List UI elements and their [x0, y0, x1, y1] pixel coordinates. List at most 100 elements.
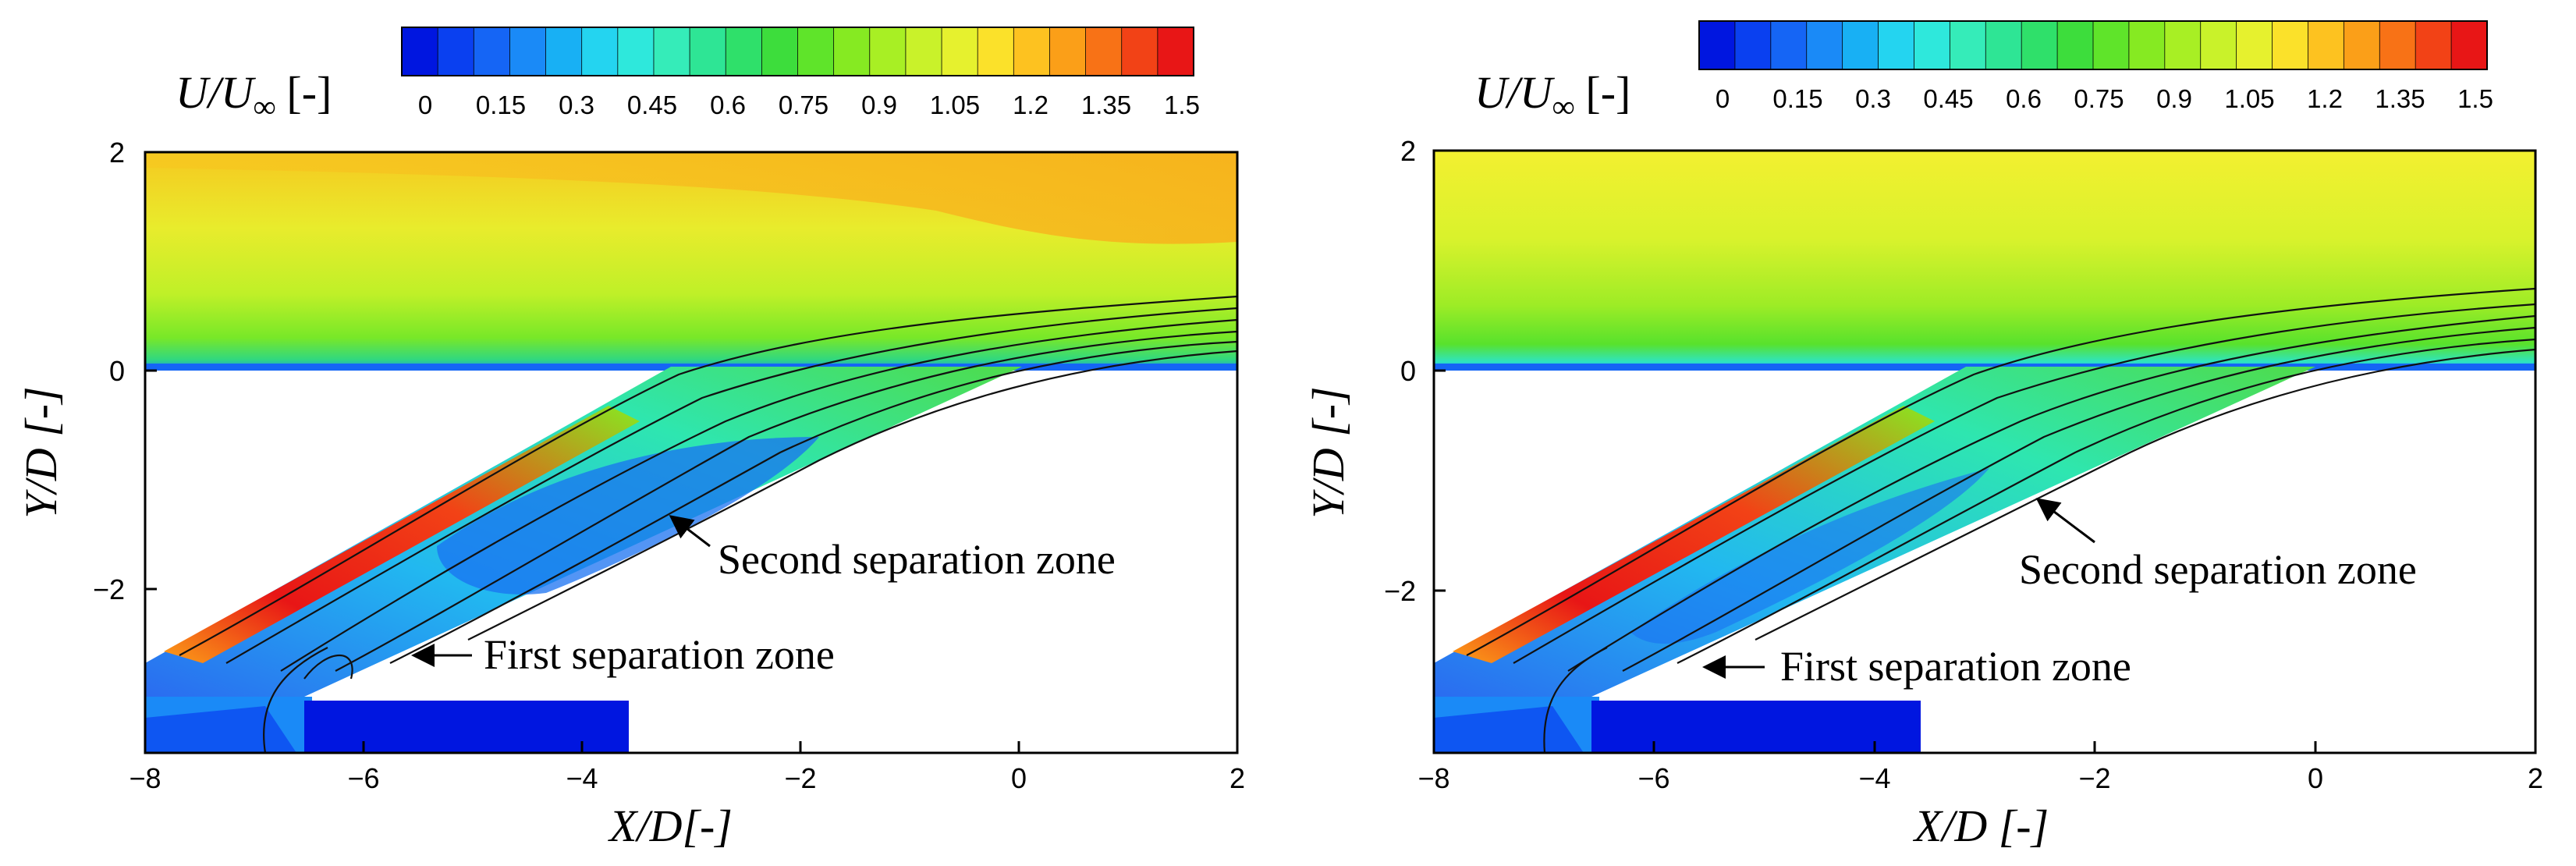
colorbar-title: U/U∞ [-] — [176, 67, 332, 124]
colorbar-swatch — [473, 27, 511, 76]
annotation-first-separation: First separation zone — [1780, 643, 2131, 690]
colorbar-swatch — [1914, 20, 1951, 70]
x-tick-label: −6 — [1637, 762, 1669, 794]
plot-frame — [1432, 149, 2537, 754]
colorbar-swatch — [905, 27, 942, 76]
colorbar-tick-label: 0.6 — [710, 91, 746, 119]
colorbar-tick-label: 0.15 — [476, 91, 526, 119]
colorbar-ticks: 0 0.15 0.3 0.45 0.6 0.75 0.9 1.05 1.2 1.35 1.5 — [418, 91, 1200, 119]
bottom-inlet-dark — [145, 706, 296, 753]
streamline — [303, 654, 353, 680]
low-speed-region — [437, 437, 819, 594]
colorbar-swatch — [2021, 20, 2058, 70]
colorbar-swatch — [1842, 20, 1879, 70]
x-tick-label: −8 — [1418, 762, 1449, 794]
colorbar-swatch — [653, 27, 690, 76]
colorbar-swatch — [1770, 20, 1808, 70]
colorbar-swatch — [977, 27, 1015, 76]
colorbar-swatches — [1698, 20, 2488, 70]
axes-right — [1432, 149, 2537, 754]
colorbar-swatch — [2343, 20, 2381, 70]
streamline — [1755, 348, 2536, 641]
colorbar-swatch — [1949, 20, 1987, 70]
x-tick-label: −4 — [566, 762, 598, 794]
colorbar-swatch — [1121, 27, 1158, 76]
low-speed-region — [1630, 468, 1989, 644]
colorbar-tick-label: 0.3 — [1855, 84, 1891, 113]
colorbar-tick-label: 1.05 — [930, 91, 980, 119]
colorbar-tick-label: 0 — [418, 91, 432, 119]
colorbar-swatch — [2164, 20, 2202, 70]
y-tick-label: 0 — [1400, 355, 1416, 387]
colorbar-tick-label: 1.35 — [2375, 84, 2425, 113]
colorbar-swatch — [437, 27, 475, 76]
annotations-right: First separation zone Second separation … — [1702, 498, 2417, 690]
colorbar-tick-label: 1.05 — [2224, 84, 2274, 113]
x-ticks-left: −8 −6 −4 −2 0 2 — [129, 741, 1245, 794]
streamline — [335, 330, 1238, 672]
streamline — [1622, 326, 2536, 672]
colorbar-swatch — [2272, 20, 2309, 70]
x-tick-label: −6 — [347, 762, 379, 794]
colorbar-swatch — [617, 27, 655, 76]
colorbar-tick-label: 0.75 — [2074, 84, 2124, 113]
colorbar-swatch — [1806, 20, 1843, 70]
streamline — [179, 295, 1238, 656]
freestream-region — [1434, 151, 2535, 371]
colorbar-tick-label: 1.5 — [1164, 91, 1200, 119]
colorbar-frame — [1698, 20, 2488, 70]
x-ticks-right: −8 −6 −4 −2 0 2 — [1418, 741, 2543, 794]
colorbar-swatch — [2092, 20, 2130, 70]
contour-field-right — [1434, 151, 2535, 753]
colorbar-tick-label: 0.3 — [559, 91, 594, 119]
colorbar-swatch — [2450, 20, 2488, 70]
y-tick-label: 2 — [109, 137, 125, 169]
streamline — [467, 350, 1238, 641]
colorbar-swatch — [941, 27, 979, 76]
x-tick-label: −2 — [784, 762, 816, 794]
x-tick-label: 2 — [2528, 762, 2543, 794]
annotation-arrow — [2035, 498, 2095, 544]
freestream-high-speed-band — [145, 152, 1237, 244]
x-tick-label: −8 — [129, 762, 161, 794]
colorbar-swatch — [2128, 20, 2166, 70]
colorbar-tick-label: 1.35 — [1081, 91, 1131, 119]
colorbar-title-main: U/U — [1474, 67, 1556, 118]
colorbar-frame — [401, 27, 1194, 76]
lower-block — [1591, 701, 1921, 753]
colorbar-tick-label: 0.15 — [1772, 84, 1822, 113]
colorbar-swatch — [1013, 27, 1051, 76]
annotation-second-separation: Second separation zone — [718, 536, 1116, 583]
lower-block — [304, 701, 629, 753]
y-tick-label: −2 — [93, 573, 125, 605]
streamline — [225, 307, 1238, 664]
colorbar-swatch — [2379, 20, 2417, 70]
colorbar-swatch — [1157, 27, 1194, 76]
colorbar-swatch — [2200, 20, 2237, 70]
streamline — [1567, 314, 2536, 672]
y-tick-label: −2 — [1384, 575, 1416, 607]
streamline — [1543, 647, 1608, 754]
x-tick-label: 0 — [2308, 762, 2323, 794]
x-axis-label: X/D[-] — [608, 800, 733, 851]
y-ticks-left: 2 0 −2 — [93, 137, 157, 605]
streamline — [263, 647, 328, 754]
colorbar-swatch — [581, 27, 619, 76]
streamlines-left — [179, 295, 1238, 754]
colorbar-swatch — [401, 27, 439, 76]
colorbar-title-sub: ∞ — [254, 89, 276, 124]
y-axis-label: Y/D [-] — [1303, 386, 1354, 518]
colorbar-swatch — [509, 27, 547, 76]
colorbar-swatch — [1734, 20, 1772, 70]
colorbar-tick-label: 1.2 — [2307, 84, 2343, 113]
streamline — [280, 318, 1238, 672]
colorbar-swatch — [833, 27, 871, 76]
colorbar-swatch — [689, 27, 727, 76]
streamline — [1677, 338, 2536, 664]
streamlines-right — [1466, 287, 2536, 754]
colorbar-tick-label: 1.5 — [2457, 84, 2493, 113]
colorbar-swatch — [545, 27, 583, 76]
x-tick-label: −4 — [1858, 762, 1890, 794]
